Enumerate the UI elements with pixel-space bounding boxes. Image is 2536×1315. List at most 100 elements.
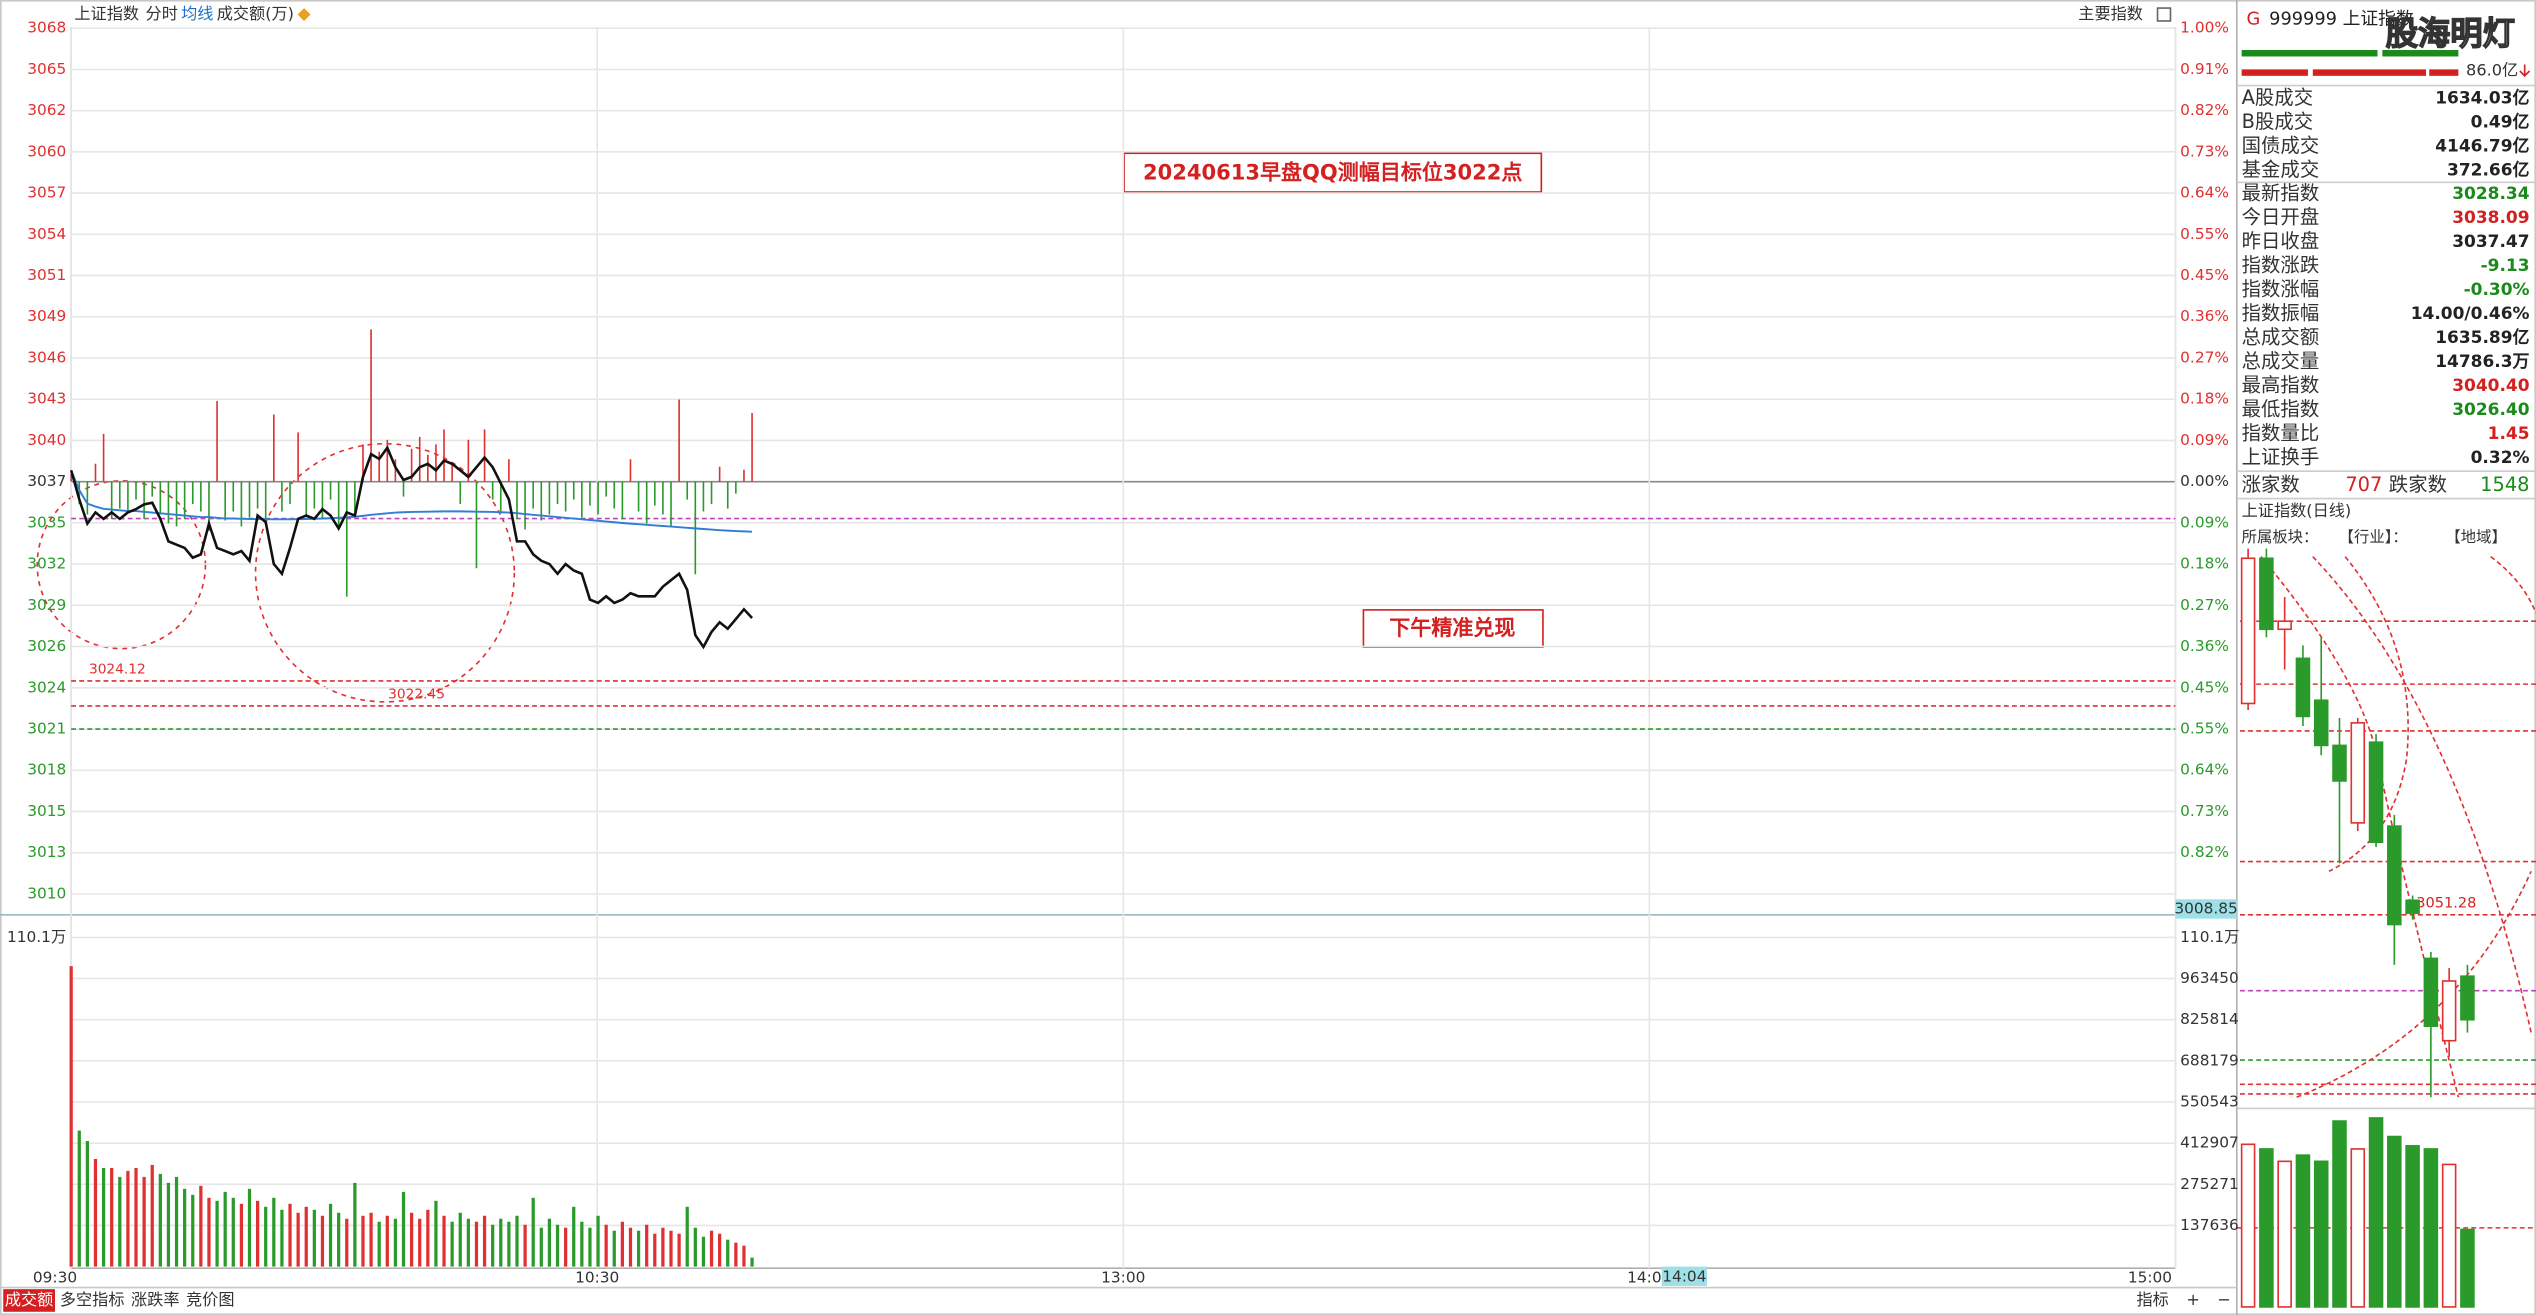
candle-body xyxy=(2460,975,2475,1021)
daily-volume-bar xyxy=(2350,1148,2366,1308)
volume-tick-label: 137636 xyxy=(2180,1216,2239,1234)
bottom-tab[interactable]: 竞价图 xyxy=(186,1290,234,1309)
volume-bar xyxy=(312,1209,316,1267)
candle-body xyxy=(2240,557,2256,705)
quote-value: 14786.3万 xyxy=(2435,351,2529,371)
volume-bar xyxy=(442,1215,446,1267)
daily-arc xyxy=(2490,556,2536,614)
candle-body xyxy=(2387,825,2402,926)
bottom-tab[interactable]: 涨跌率 xyxy=(131,1290,179,1309)
daily-volume-bar xyxy=(2423,1148,2439,1308)
pct-tick-label: 0.09% xyxy=(2180,431,2229,449)
volume-bar xyxy=(353,1182,357,1267)
toolbar-tab[interactable]: 成交额(万) xyxy=(217,4,294,23)
quote-label: 指数涨幅 xyxy=(2242,278,2320,301)
volume-bar xyxy=(77,1130,81,1267)
volume-bar xyxy=(564,1227,568,1267)
volume-bar xyxy=(385,1215,389,1267)
quote-bar xyxy=(2429,69,2459,76)
y-tick-label: 3040 xyxy=(27,431,66,449)
panel-toggle[interactable] xyxy=(2156,7,2172,22)
candle-body xyxy=(2277,620,2292,631)
annotation-box xyxy=(1362,609,1544,648)
bottom-tab[interactable]: 成交额 xyxy=(5,1290,53,1309)
volume-bar xyxy=(499,1218,503,1267)
quote-label: 指数振幅 xyxy=(2242,302,2320,325)
toolbar-tab[interactable]: 均线 xyxy=(181,4,213,23)
quote-label: A股成交 xyxy=(2242,86,2313,109)
price-line xyxy=(69,445,754,650)
candle-body xyxy=(2313,699,2329,747)
volume-bar xyxy=(272,1197,276,1267)
volume-bar xyxy=(377,1221,381,1267)
daily-volume-bar xyxy=(2240,1143,2256,1308)
y-tick-label: 3015 xyxy=(27,802,66,820)
volume-bar xyxy=(223,1191,227,1267)
volume-bar xyxy=(134,1167,138,1267)
bottom-button[interactable]: + xyxy=(2186,1290,2200,1309)
y-tick-label: 3060 xyxy=(27,142,66,160)
quote-bar xyxy=(2312,69,2427,76)
volume-tick-label: 688179 xyxy=(2180,1051,2239,1069)
quote-flag: G xyxy=(2246,9,2260,29)
quote-value: 3037.47 xyxy=(2452,231,2529,251)
volume-bar xyxy=(604,1224,608,1267)
quote-value: 3028.34 xyxy=(2452,183,2530,203)
volume-bar xyxy=(142,1176,146,1267)
candle-body xyxy=(2295,657,2311,718)
volume-bar xyxy=(669,1230,673,1267)
volume-bar xyxy=(750,1257,754,1267)
volume-bar xyxy=(85,1141,89,1267)
volume-bar xyxy=(734,1242,738,1267)
pct-tick-label: 0.18% xyxy=(2180,555,2229,573)
volume-bar xyxy=(199,1185,203,1267)
pct-tick-label: 0.64% xyxy=(2180,761,2229,779)
quote-label: 昨日收盘 xyxy=(2242,230,2320,253)
bottom-button[interactable]: − xyxy=(2217,1290,2231,1309)
annotation: 下午精准兑现 xyxy=(1389,616,1515,640)
volume-bar xyxy=(726,1239,730,1267)
tab-active-bg xyxy=(3,1289,55,1312)
candle-body xyxy=(2368,741,2384,844)
volume-bar xyxy=(369,1212,373,1267)
pct-tick-label: 0.73% xyxy=(2180,142,2229,160)
volume-bar xyxy=(158,1173,162,1267)
volume-bar xyxy=(523,1224,527,1267)
toolbar-right[interactable]: 主要指数 xyxy=(2078,4,2143,23)
bottom-tab[interactable]: 多空指标 xyxy=(60,1290,125,1309)
volume-bar xyxy=(118,1176,122,1267)
quote-value: 0.32% xyxy=(2471,447,2530,467)
avg-line xyxy=(70,469,753,533)
y-tick-label: 3035 xyxy=(27,513,66,531)
pct-tick-label: 0.73% xyxy=(2180,802,2229,820)
y-tick-label: 3054 xyxy=(27,225,66,243)
pct-tick-label: 0.45% xyxy=(2180,266,2229,284)
toolbar-tab[interactable]: 分时 xyxy=(146,4,178,23)
volume-bar xyxy=(264,1206,268,1267)
quote-label: 上证换手 xyxy=(2242,445,2320,468)
down-arrow xyxy=(2519,64,2531,77)
pct-tick-label: 0.36% xyxy=(2180,637,2229,655)
annotation: 20240613早盘QQ测幅目标位3022点 xyxy=(1143,160,1522,184)
volume-bar xyxy=(401,1191,406,1267)
volume-bar xyxy=(280,1209,284,1267)
level-label: 3022.45 xyxy=(388,687,445,703)
volume-bar xyxy=(450,1221,454,1267)
candle-body xyxy=(2405,899,2420,915)
toolbar-icon[interactable] xyxy=(297,8,311,21)
volume-bar xyxy=(247,1188,252,1267)
y-tick-label: 3026 xyxy=(27,637,66,655)
quote-label: 今日开盘 xyxy=(2242,206,2320,229)
daily-volume-bar xyxy=(2295,1154,2311,1308)
bottom-button[interactable]: 指标 xyxy=(2137,1290,2169,1309)
volume-bar xyxy=(580,1221,584,1267)
y-tick-label: 3018 xyxy=(27,761,66,779)
y-tick-label: 3051 xyxy=(27,266,66,284)
y-tick-label: 3057 xyxy=(27,184,66,202)
volume-bar xyxy=(620,1221,624,1267)
volume-bar xyxy=(337,1212,341,1267)
